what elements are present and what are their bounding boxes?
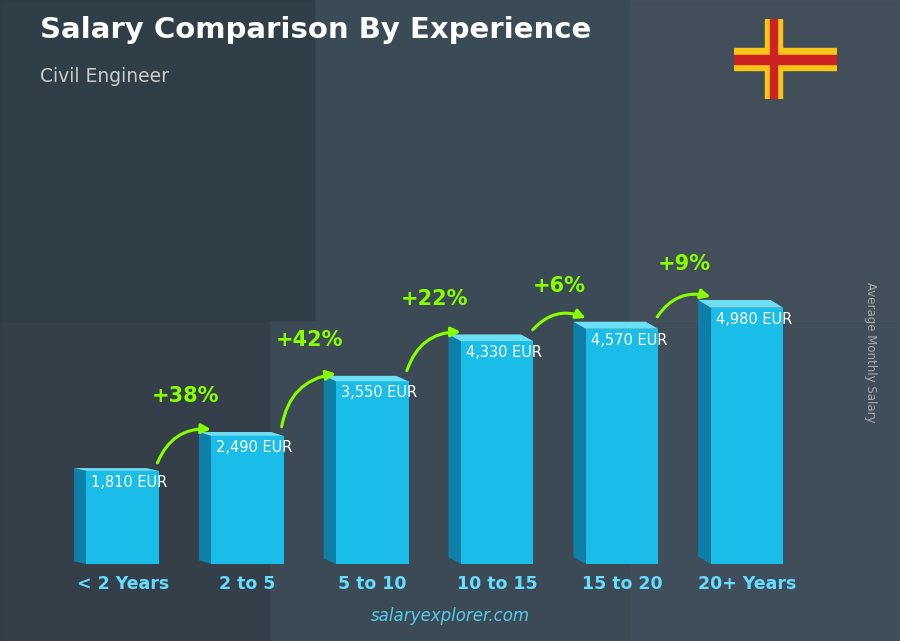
Text: 3,550 EUR: 3,550 EUR — [341, 385, 418, 400]
Polygon shape — [324, 376, 409, 381]
Text: +22%: +22% — [401, 289, 469, 309]
Polygon shape — [74, 468, 159, 471]
Bar — [336, 381, 409, 564]
Bar — [586, 329, 658, 564]
Text: +42%: +42% — [276, 330, 344, 350]
Polygon shape — [698, 300, 711, 564]
Text: 1,810 EUR: 1,810 EUR — [92, 475, 167, 490]
Text: 4,330 EUR: 4,330 EUR — [466, 345, 542, 360]
Text: Civil Engineer: Civil Engineer — [40, 67, 169, 87]
Bar — [711, 308, 783, 564]
Text: 4,570 EUR: 4,570 EUR — [590, 333, 667, 347]
Bar — [461, 341, 534, 564]
Text: 4,980 EUR: 4,980 EUR — [716, 312, 792, 326]
Text: +9%: +9% — [658, 254, 711, 274]
Bar — [86, 471, 159, 564]
Bar — [630, 0, 900, 320]
Polygon shape — [573, 322, 586, 564]
Bar — [315, 0, 630, 320]
Bar — [270, 320, 630, 641]
Polygon shape — [573, 322, 658, 329]
Polygon shape — [698, 300, 783, 308]
Polygon shape — [448, 335, 461, 564]
Text: +6%: +6% — [533, 276, 586, 296]
Text: +38%: +38% — [151, 387, 219, 406]
Polygon shape — [324, 376, 336, 564]
Polygon shape — [199, 432, 284, 436]
Polygon shape — [448, 335, 534, 341]
Bar — [734, 48, 837, 71]
Text: Average Monthly Salary: Average Monthly Salary — [865, 282, 878, 423]
Bar — [630, 320, 900, 641]
Bar — [734, 55, 837, 63]
Bar — [770, 19, 778, 99]
Bar — [0, 0, 315, 320]
Text: 2,490 EUR: 2,490 EUR — [216, 440, 292, 454]
Polygon shape — [74, 468, 86, 564]
Bar — [212, 436, 284, 564]
Text: salaryexplorer.com: salaryexplorer.com — [371, 607, 529, 625]
Text: Salary Comparison By Experience: Salary Comparison By Experience — [40, 16, 592, 44]
Bar — [765, 19, 782, 99]
Polygon shape — [199, 432, 212, 564]
Bar — [0, 320, 270, 641]
